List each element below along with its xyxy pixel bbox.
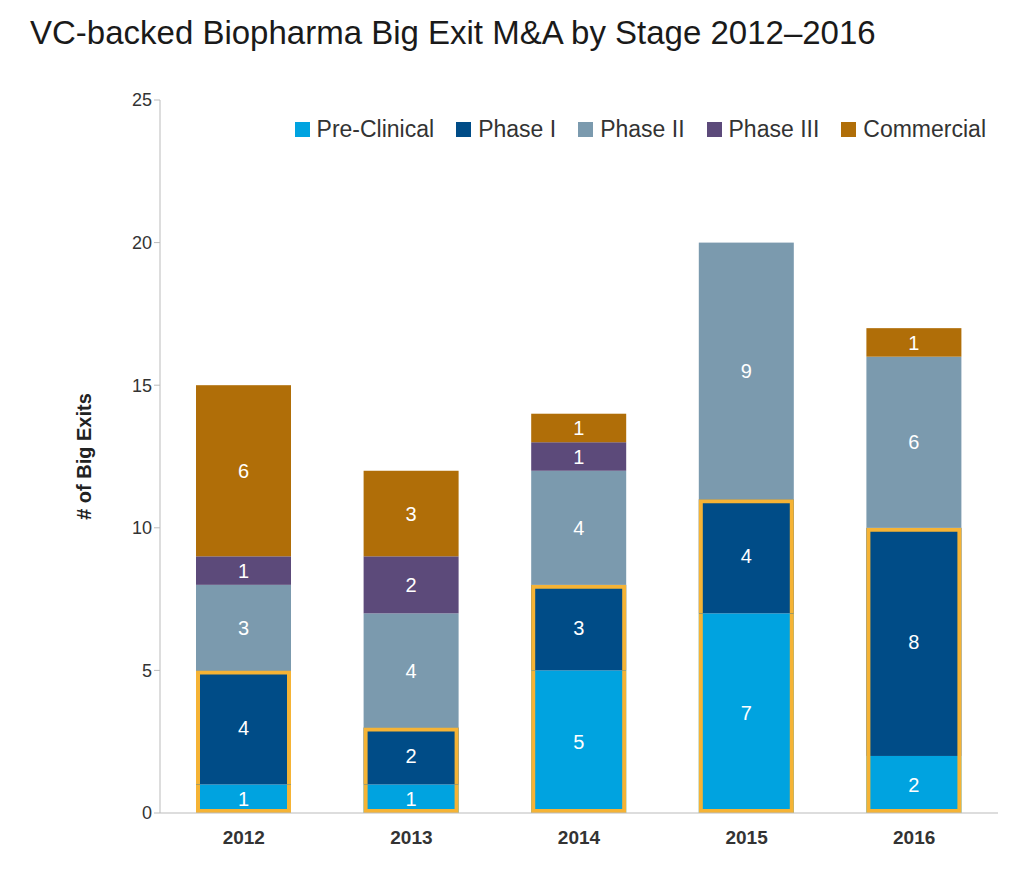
svg-text:2: 2 [406, 574, 417, 596]
svg-text:6: 6 [238, 460, 249, 482]
svg-text:9: 9 [741, 360, 752, 382]
svg-text:2012: 2012 [223, 827, 265, 848]
svg-text:1: 1 [573, 446, 584, 468]
svg-text:5: 5 [142, 661, 152, 681]
html-text:Phase I: Phase I [478, 116, 557, 142]
svg-text:3: 3 [573, 617, 584, 639]
svg-text:7: 7 [741, 702, 752, 724]
svg-text:3: 3 [406, 503, 417, 525]
svg-text:1: 1 [238, 788, 249, 810]
svg-text:25: 25 [132, 90, 152, 110]
svg-text:3: 3 [238, 617, 249, 639]
svg-text:4: 4 [741, 545, 752, 567]
svg-text:1: 1 [238, 560, 249, 582]
svg-text:1: 1 [908, 332, 919, 354]
html-text:VC-backed Biopharma Big Exit M: VC-backed Biopharma Big Exit M&A by Stag… [30, 14, 876, 51]
svg-text:# of Big Exits: # of Big Exits [73, 393, 95, 520]
svg-text:2: 2 [406, 745, 417, 767]
svg-text:2013: 2013 [390, 827, 432, 848]
svg-text:2016: 2016 [893, 827, 935, 848]
svg-text:8: 8 [908, 631, 919, 653]
svg-text:1: 1 [406, 788, 417, 810]
svg-text:1: 1 [573, 417, 584, 439]
svg-text:20: 20 [132, 233, 152, 253]
svg-text:2015: 2015 [725, 827, 768, 848]
svg-text:15: 15 [132, 376, 152, 396]
svg-text:5: 5 [573, 731, 584, 753]
html-text:Phase II: Phase II [600, 116, 685, 142]
svg-text:2014: 2014 [558, 827, 601, 848]
html-text:Commercial: Commercial [863, 116, 986, 142]
html-text:Phase III: Phase III [728, 116, 820, 142]
svg-text:4: 4 [238, 717, 249, 739]
svg-text:10: 10 [132, 518, 152, 538]
svg-text:4: 4 [406, 660, 417, 682]
svg-text:0: 0 [142, 803, 152, 823]
svg-text:4: 4 [573, 517, 584, 539]
html-text:Pre-Clinical: Pre-Clinical [316, 116, 435, 142]
svg-text:2: 2 [908, 774, 919, 796]
svg-text:6: 6 [908, 431, 919, 453]
